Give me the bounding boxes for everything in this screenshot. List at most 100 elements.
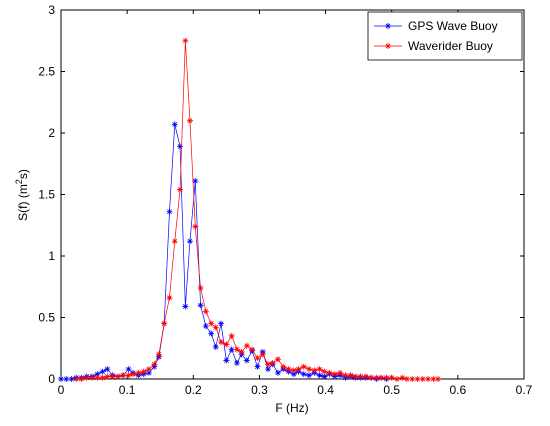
point-marker <box>331 371 338 378</box>
legend-label: Waverider Buoy <box>408 39 493 53</box>
point-marker <box>274 356 281 363</box>
point-marker <box>192 177 199 184</box>
point-marker <box>430 376 437 382</box>
y-tick-label: 2.5 <box>38 65 55 79</box>
point-marker <box>135 369 142 376</box>
x-tick-label: 0.6 <box>450 383 467 397</box>
point-marker <box>208 320 215 327</box>
y-tick-label: 3 <box>48 3 55 17</box>
point-marker <box>161 320 168 327</box>
point-marker <box>208 330 215 337</box>
point-marker <box>321 368 328 375</box>
point-marker <box>269 360 276 367</box>
point-marker <box>182 37 189 44</box>
point-marker <box>166 294 173 301</box>
point-marker <box>104 373 111 380</box>
x-tick-label: 0.2 <box>185 383 202 397</box>
x-tick-label: 0.1 <box>119 383 136 397</box>
point-marker <box>94 374 101 381</box>
point-marker <box>419 376 426 382</box>
point-marker <box>166 208 173 215</box>
point-marker <box>435 376 442 382</box>
point-marker <box>243 357 250 364</box>
point-marker <box>368 374 375 381</box>
point-marker <box>306 372 313 379</box>
y-label-sup: 2 <box>14 179 24 184</box>
y-tick-label: 2 <box>48 126 55 140</box>
point-marker <box>171 121 178 128</box>
y-tick-label: 0 <box>48 372 55 386</box>
point-marker <box>223 341 230 348</box>
point-marker <box>300 371 307 378</box>
point-marker <box>326 369 333 376</box>
point-marker <box>58 376 64 382</box>
point-marker <box>290 367 297 374</box>
y-axis-label: S(f) (m2s) <box>14 169 30 221</box>
point-marker <box>352 373 359 380</box>
point-marker <box>186 117 193 124</box>
y-label-part: s) <box>16 169 30 179</box>
point-marker <box>249 346 256 353</box>
point-marker <box>114 373 121 380</box>
point-marker <box>357 373 364 380</box>
point-marker <box>265 361 272 368</box>
point-marker <box>212 344 219 351</box>
point-marker <box>83 374 90 381</box>
y-tick-label: 0.5 <box>38 311 55 325</box>
x-tick-label: 0.4 <box>317 383 334 397</box>
point-marker <box>233 346 240 353</box>
point-marker <box>171 238 178 245</box>
point-marker <box>197 302 204 309</box>
point-marker <box>125 366 132 373</box>
point-marker <box>186 238 193 245</box>
point-marker <box>383 374 390 381</box>
point-marker <box>337 369 344 376</box>
point-marker <box>280 363 287 370</box>
point-marker <box>212 324 219 331</box>
point-marker <box>99 368 106 375</box>
point-marker <box>197 284 204 291</box>
point-marker <box>378 374 385 381</box>
point-marker <box>321 373 328 380</box>
point-marker <box>254 363 261 370</box>
y-tick-label: 1 <box>48 249 55 263</box>
point-marker <box>104 366 111 373</box>
point-marker <box>155 351 162 358</box>
x-tick-label: 0 <box>58 383 65 397</box>
point-marker <box>99 374 106 381</box>
legend-label: GPS Wave Buoy <box>408 19 498 33</box>
legend-marker <box>385 43 391 49</box>
point-marker <box>140 368 147 375</box>
point-marker <box>228 346 235 353</box>
point-marker <box>120 372 127 379</box>
point-marker <box>403 376 410 382</box>
point-marker <box>311 367 318 374</box>
point-marker <box>285 366 292 373</box>
point-marker <box>414 376 421 382</box>
point-marker <box>342 372 349 379</box>
point-marker <box>177 186 184 193</box>
point-marker <box>130 371 137 378</box>
point-marker <box>223 357 230 364</box>
y-tick-label: 1.5 <box>38 188 55 202</box>
point-marker <box>316 372 323 379</box>
point-marker <box>78 376 85 382</box>
x-tick-label: 0.3 <box>251 383 268 397</box>
point-marker <box>228 332 235 339</box>
point-marker <box>306 366 313 373</box>
point-marker <box>182 303 189 310</box>
point-marker <box>68 376 75 382</box>
legend-marker <box>385 23 391 29</box>
point-marker <box>109 373 116 380</box>
point-marker <box>254 355 261 362</box>
plot-area <box>60 9 525 380</box>
point-marker <box>243 342 250 349</box>
point-marker <box>295 366 302 373</box>
point-marker <box>265 366 272 373</box>
point-marker <box>202 323 209 330</box>
point-marker <box>73 376 80 382</box>
point-marker <box>151 361 158 368</box>
point-marker <box>63 376 70 382</box>
point-marker <box>394 376 401 382</box>
